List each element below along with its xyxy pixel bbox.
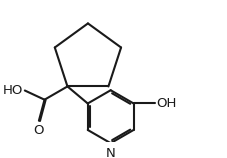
Text: OH: OH	[155, 97, 175, 110]
Text: N: N	[105, 147, 115, 158]
Text: O: O	[34, 124, 44, 137]
Text: HO: HO	[2, 84, 23, 97]
